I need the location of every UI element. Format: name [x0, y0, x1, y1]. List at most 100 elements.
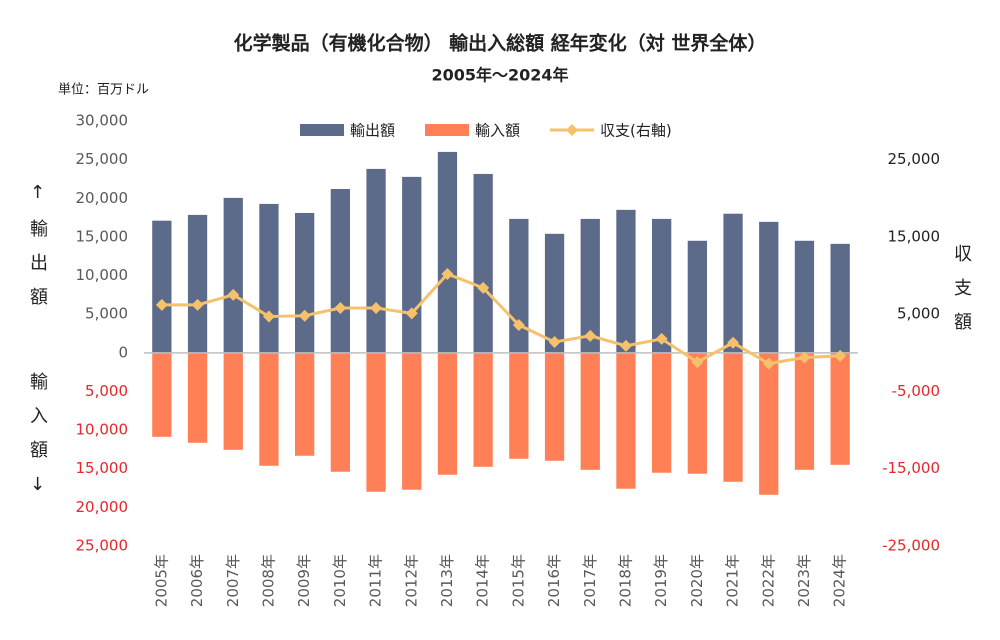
x-tick-label: 2011年 — [367, 554, 385, 607]
bar — [366, 168, 386, 353]
unit-label: 単位：百万ドル — [58, 82, 149, 98]
y-axis-label-bottom: 輸入額↓ — [27, 372, 48, 511]
marker — [441, 268, 454, 280]
bar — [830, 352, 850, 465]
x-tick-label: 2006年 — [188, 554, 206, 607]
y-tick-label: 5,000 — [85, 305, 128, 323]
x-tick-label: 2007年 — [224, 554, 242, 607]
bar — [652, 218, 672, 353]
marker — [619, 339, 632, 352]
y2-tick-label: -5,000 — [892, 382, 940, 400]
bar — [402, 176, 422, 353]
legend-label: 輸入額 — [475, 122, 520, 140]
marker — [334, 302, 347, 314]
y2-tick-label: -25,000 — [882, 537, 940, 555]
y-tick-label: 5,000 — [85, 382, 128, 400]
marker — [798, 351, 811, 364]
bar — [259, 203, 279, 353]
y-tick-label: 10,000 — [76, 266, 129, 284]
marker — [584, 329, 597, 342]
bar — [544, 233, 565, 353]
x-tick-label: 2019年 — [652, 554, 670, 607]
legend-swatch — [300, 124, 344, 136]
marker — [762, 357, 775, 370]
x-tick-label: 2022年 — [759, 554, 777, 607]
marker — [262, 310, 275, 323]
x-tick-label: 2023年 — [795, 554, 813, 607]
bar — [687, 240, 707, 353]
x-tick-label: 2015年 — [509, 554, 527, 607]
chart-title: 化学製品（有機化合物） 輸出入総額 経年変化（対 世界全体） — [234, 32, 767, 55]
x-tick-label: 2018年 — [616, 554, 634, 607]
bar — [259, 352, 279, 466]
marker — [191, 298, 204, 311]
bar — [366, 352, 386, 492]
bar — [330, 352, 350, 472]
bar — [723, 213, 743, 353]
marker — [155, 298, 168, 311]
y-tick-label: 15,000 — [76, 459, 129, 477]
x-tick-label: 2012年 — [402, 554, 420, 607]
y-tick-label: 25,000 — [76, 537, 129, 555]
bar — [402, 352, 422, 490]
bar — [187, 214, 208, 353]
marker — [548, 336, 561, 348]
marker — [370, 302, 383, 314]
x-tick-label: 2013年 — [438, 554, 456, 607]
bar — [330, 189, 350, 353]
x-tick-label: 2014年 — [474, 554, 492, 607]
y2-tick-label: 15,000 — [888, 227, 941, 245]
bar — [223, 352, 243, 450]
chart-subtitle: 2005年～2024年 — [431, 66, 568, 85]
bar — [580, 352, 600, 470]
bar — [830, 243, 850, 353]
x-tick-label: 2020年 — [688, 554, 706, 607]
bar — [759, 352, 779, 495]
marker — [227, 288, 240, 301]
marker — [655, 332, 668, 345]
y-tick-label: 20,000 — [76, 189, 129, 207]
legend-label: 収支(右軸) — [600, 122, 672, 140]
x-tick-label: 2021年 — [724, 554, 742, 607]
y2-axis-label: 収支額 — [951, 244, 972, 346]
bar — [687, 352, 707, 474]
y2-tick-label: -15,000 — [882, 459, 940, 477]
marker — [691, 356, 704, 369]
bar — [152, 220, 172, 353]
x-tick-label: 2010年 — [331, 554, 349, 607]
bar — [509, 218, 529, 353]
x-tick-label: 2005年 — [152, 554, 170, 607]
line — [161, 272, 841, 366]
y-axis-label-top: ↑輸出額 — [27, 182, 48, 321]
marker — [405, 307, 418, 320]
y-tick-label: 30,000 — [76, 112, 129, 130]
x-tick-label: 2016年 — [545, 554, 563, 607]
marker — [477, 281, 490, 294]
marker — [727, 336, 740, 349]
bar — [759, 221, 779, 353]
bar — [616, 209, 636, 353]
x-tick-label: 2008年 — [259, 554, 277, 607]
y-tick-label: 25,000 — [76, 150, 129, 168]
y-tick-label: 0 — [118, 343, 128, 361]
bar — [544, 352, 565, 461]
marker — [834, 349, 847, 362]
bar — [580, 218, 600, 353]
bar — [223, 197, 243, 353]
legend-label: 輸出額 — [350, 122, 395, 140]
bar — [437, 352, 458, 475]
marker — [512, 319, 525, 331]
x-tick-label: 2024年 — [831, 554, 849, 607]
bar — [473, 173, 493, 353]
legend-swatch — [566, 124, 579, 136]
bar — [509, 352, 529, 459]
legend-swatch — [425, 124, 470, 136]
y-tick-label: 10,000 — [76, 421, 129, 439]
x-tick-label: 2009年 — [295, 554, 313, 607]
bar — [295, 212, 315, 353]
bar — [794, 352, 815, 470]
y-tick-label: 15,000 — [76, 227, 129, 245]
bar — [616, 352, 636, 489]
